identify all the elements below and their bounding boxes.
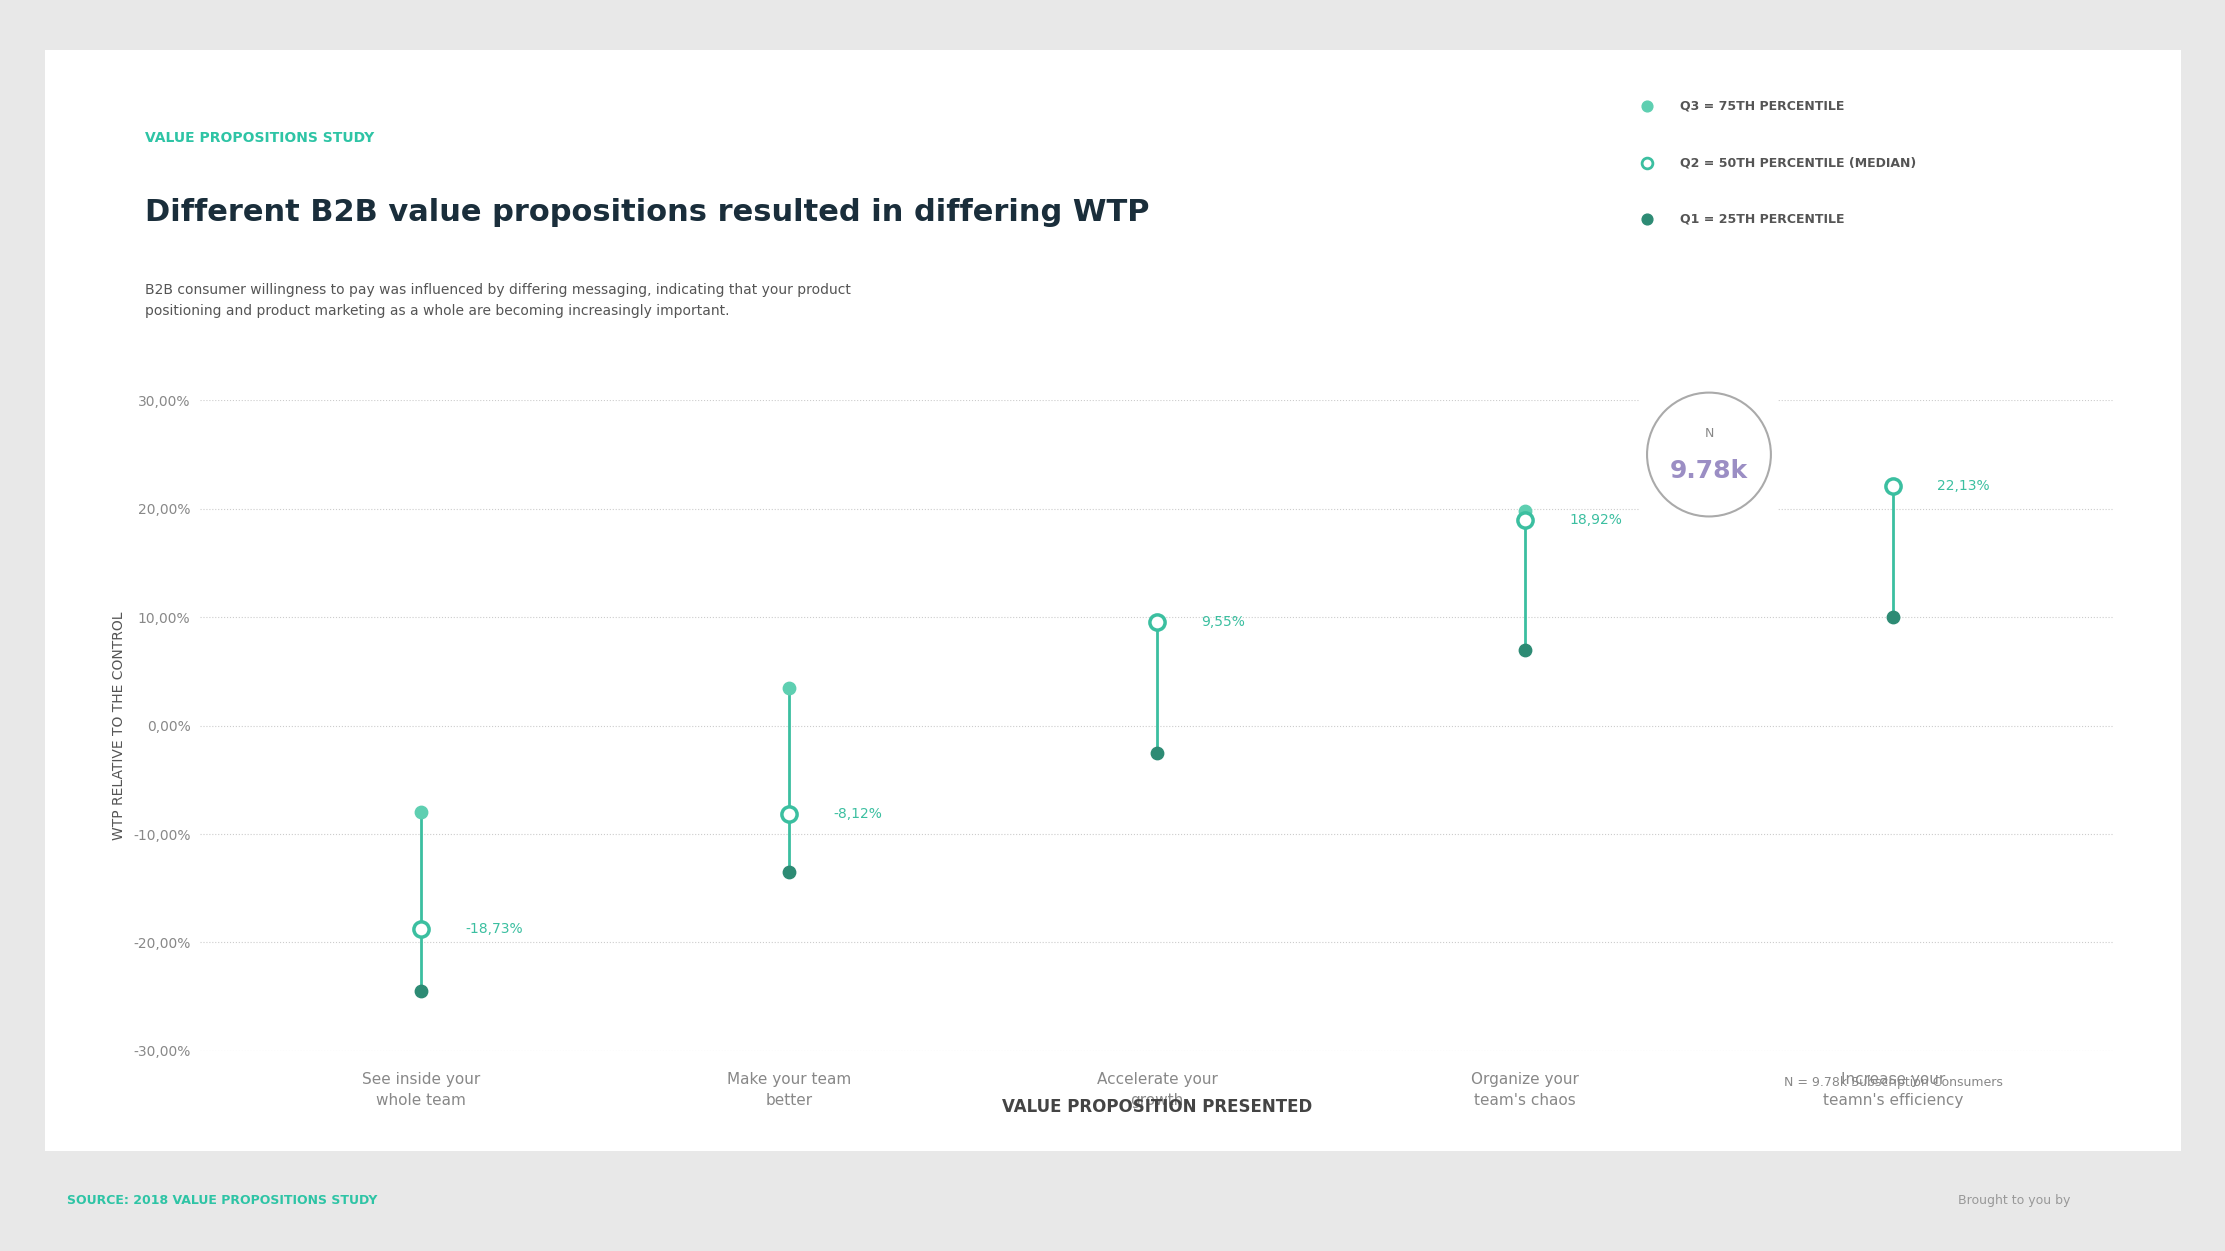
Text: VALUE PROPOSITIONS STUDY: VALUE PROPOSITIONS STUDY: [145, 130, 374, 145]
Point: [1831, 16, 1867, 36]
Point: [403, 918, 438, 938]
Point: [1876, 475, 1911, 495]
Point: [1139, 743, 1175, 763]
Text: 22,13%: 22,13%: [1938, 479, 1989, 493]
Text: Q2 = 50TH PERCENTILE (MEDIAN): Q2 = 50TH PERCENTILE (MEDIAN): [1680, 156, 1916, 169]
Point: [1876, 607, 1911, 627]
Text: N = 9.78k Subscription Consumers: N = 9.78k Subscription Consumers: [1784, 1076, 2002, 1088]
Point: [403, 981, 438, 1001]
Text: Q3 = 75TH PERCENTILE: Q3 = 75TH PERCENTILE: [1680, 100, 1845, 113]
Text: -8,12%: -8,12%: [832, 807, 881, 821]
Point: [772, 862, 808, 882]
Text: SOURCE: 2018 VALUE PROPOSITIONS STUDY: SOURCE: 2018 VALUE PROPOSITIONS STUDY: [67, 1195, 376, 1207]
Point: [1506, 639, 1542, 659]
Text: 18,92%: 18,92%: [1569, 513, 1622, 528]
Text: 9,55%: 9,55%: [1202, 615, 1246, 629]
Point: [403, 802, 438, 822]
Text: Q1 = 25TH PERCENTILE: Q1 = 25TH PERCENTILE: [1680, 213, 1845, 225]
Point: [1506, 500, 1542, 520]
Point: [1831, 73, 1867, 93]
Text: Different B2B value propositions resulted in differing WTP: Different B2B value propositions resulte…: [145, 198, 1148, 228]
Point: [772, 678, 808, 698]
Text: VALUE PROPOSITION PRESENTED: VALUE PROPOSITION PRESENTED: [1001, 1098, 1313, 1116]
Text: N: N: [1704, 428, 1713, 440]
Point: [1139, 612, 1175, 632]
Point: [772, 803, 808, 823]
Text: -18,73%: -18,73%: [465, 922, 523, 936]
Point: [1506, 510, 1542, 530]
Point: [1876, 475, 1911, 495]
Text: 9.78k: 9.78k: [1671, 459, 1749, 483]
Text: B2B consumer willingness to pay was influenced by differing messaging, indicatin: B2B consumer willingness to pay was infl…: [145, 283, 850, 318]
Y-axis label: WTP RELATIVE TO THE CONTROL: WTP RELATIVE TO THE CONTROL: [111, 612, 127, 839]
Point: [1139, 612, 1175, 632]
Text: Brought to you by: Brought to you by: [1958, 1195, 2071, 1207]
